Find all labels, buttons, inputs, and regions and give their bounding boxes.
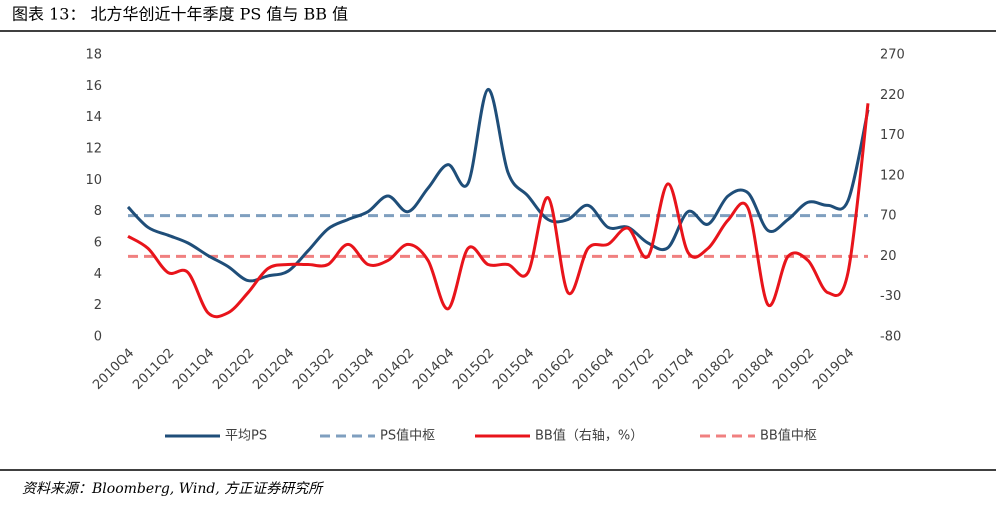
y2-tick-label: 270 — [880, 48, 905, 63]
x-tick-label: 2013Q2 — [290, 346, 337, 393]
y-tick-label: 4 — [94, 267, 102, 282]
y-tick-label: 10 — [85, 173, 102, 188]
y-tick-label: 12 — [85, 142, 102, 157]
legend-label: 平均PS — [225, 429, 267, 444]
y2-tick-label: 70 — [880, 209, 897, 224]
x-tick-label: 2015Q2 — [450, 346, 497, 393]
legend-label: BB值（右轴，%） — [535, 428, 643, 444]
y-tick-label: 6 — [94, 236, 102, 251]
y-tick-label: 2 — [94, 298, 102, 313]
x-tick-label: 2012Q2 — [210, 346, 257, 393]
y-tick-label: 14 — [85, 110, 102, 125]
y2-tick-label: 220 — [880, 88, 905, 103]
chart-title: 图表 13： 北方华创近十年季度 PS 值与 BB 值 — [12, 5, 348, 24]
x-tick-label: 2018Q2 — [690, 346, 737, 393]
series-line — [126, 87, 870, 283]
x-tick-label: 2011Q2 — [130, 346, 177, 393]
x-tick-label: 2018Q4 — [730, 346, 777, 393]
y2-tick-label: -30 — [880, 289, 901, 304]
x-tick-label: 2019Q4 — [810, 346, 857, 393]
x-tick-label: 2013Q4 — [330, 346, 377, 393]
y2-tick-label: -80 — [880, 330, 901, 345]
x-tick-label: 2010Q4 — [90, 346, 137, 393]
series-line — [127, 103, 870, 319]
y2-tick-label: 170 — [880, 128, 905, 143]
x-tick-label: 2017Q4 — [650, 346, 697, 393]
y2-tick-label: 120 — [880, 168, 905, 183]
legend-label: PS值中枢 — [380, 428, 435, 444]
x-tick-label: 2014Q2 — [370, 346, 417, 393]
x-tick-label: 2016Q4 — [570, 346, 617, 393]
x-tick-label: 2011Q4 — [170, 346, 217, 393]
legend-label: BB值中枢 — [760, 428, 817, 444]
y-tick-label: 16 — [85, 79, 102, 94]
x-tick-label: 2017Q2 — [610, 346, 657, 393]
source: 资料来源：Bloomberg, Wind, 方正证券研究所 — [22, 481, 324, 497]
x-tick-label: 2016Q2 — [530, 346, 577, 393]
y2-tick-label: 20 — [880, 249, 897, 264]
y-tick-label: 8 — [94, 204, 102, 219]
x-tick-label: 2012Q4 — [250, 346, 297, 393]
x-tick-label: 2015Q4 — [490, 346, 537, 393]
x-tick-label: 2014Q4 — [410, 346, 457, 393]
y-tick-label: 18 — [85, 48, 102, 63]
y-tick-label: 0 — [94, 330, 102, 345]
x-tick-label: 2019Q2 — [770, 346, 817, 393]
